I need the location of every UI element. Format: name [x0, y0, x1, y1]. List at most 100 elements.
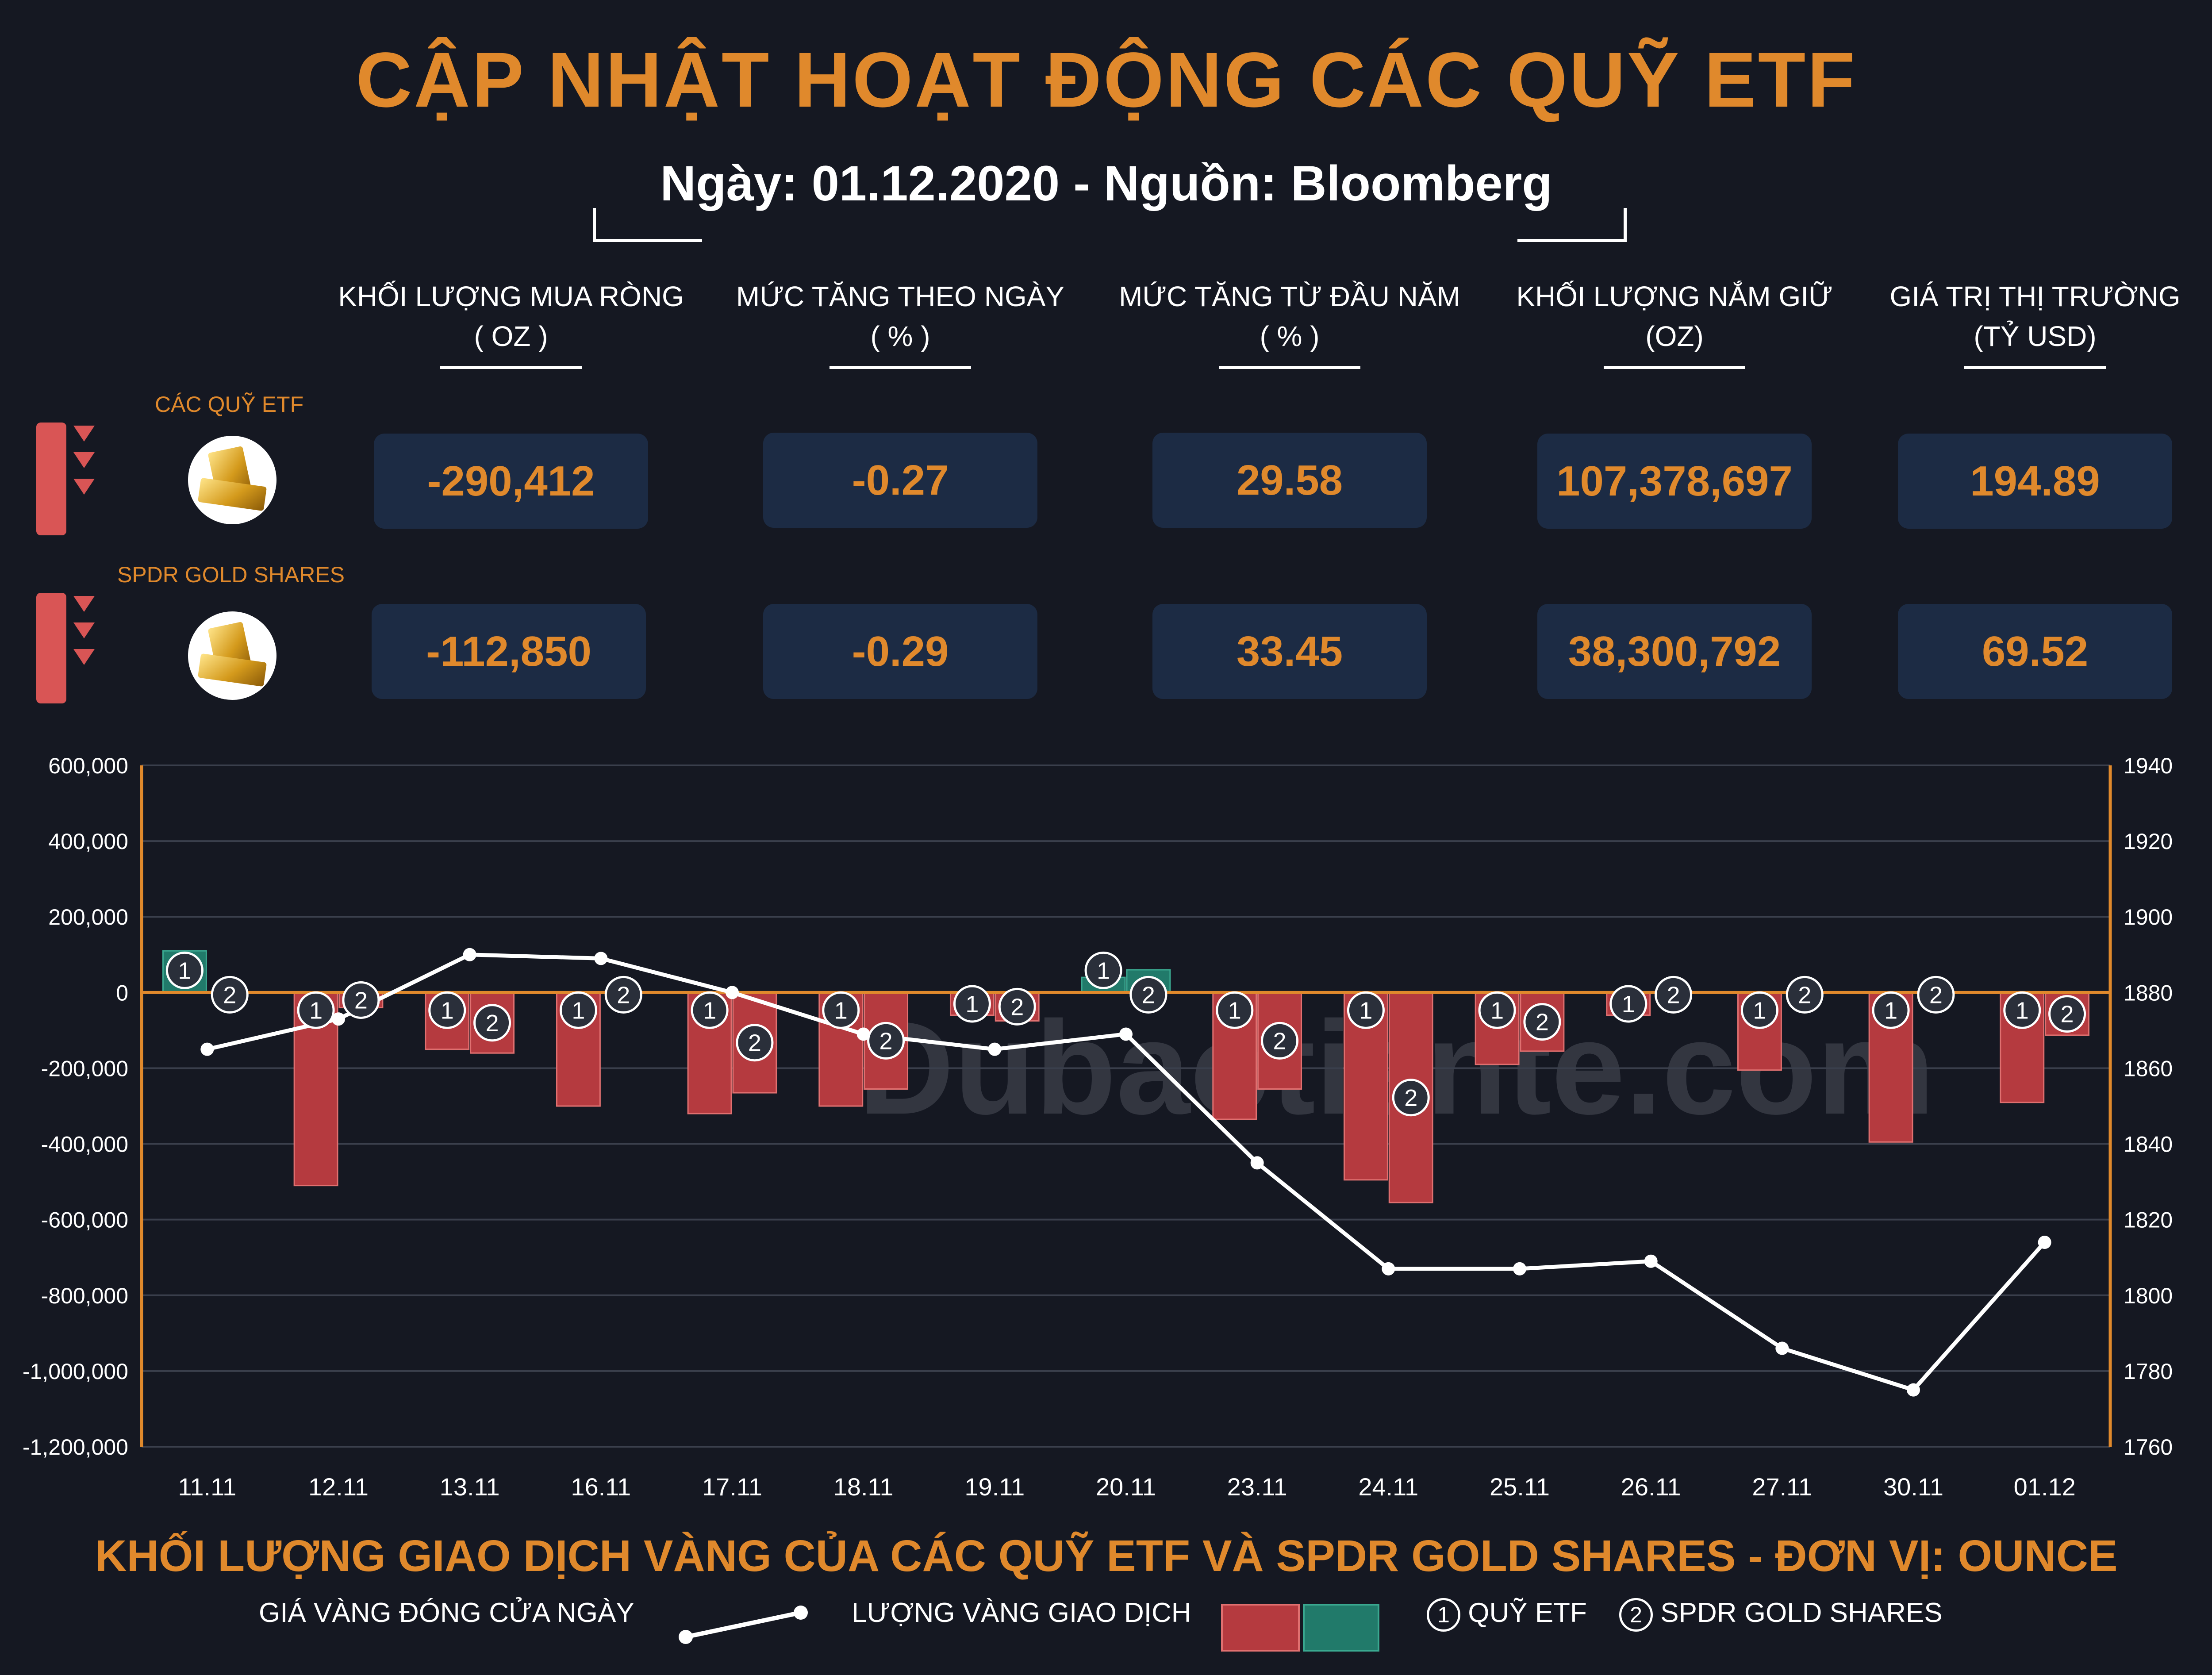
badge-label: 1 [834, 997, 848, 1024]
spdr-badge: 2 [998, 987, 1036, 1026]
badge-circle [2048, 995, 2086, 1033]
etf-badge: 1 [1084, 951, 1122, 989]
column-header-label: KHỐI LƯỢNG MUA RÒNG [338, 280, 684, 312]
y-right-tick-label: 1940 [2124, 753, 2173, 778]
badge-label: 2 [617, 982, 630, 1008]
spdr-badge: 2 [211, 976, 249, 1014]
column-header-ytd-change: MỨC TĂNG TỪ ĐẦU NĂM ( % ) [1091, 277, 1489, 369]
x-tick-label: 23.11 [1227, 1473, 1287, 1501]
badge-label: 2 [1404, 1085, 1417, 1111]
etf-badge: 1 [297, 991, 335, 1029]
etf-badge: 1 [2003, 991, 2041, 1029]
down-arrow-icon [73, 649, 95, 665]
x-tick-label: 16.11 [571, 1473, 631, 1501]
badge-circle [1084, 951, 1122, 989]
badge-circle [604, 976, 642, 1014]
badge-label: 2 [354, 987, 368, 1014]
subtitle-bracket-left [593, 208, 702, 242]
column-header-net-volume: KHỐI LƯỢNG MUA RÒNG ( OZ ) [312, 277, 710, 369]
etf-volume-chart: 600,000 400,000 200,000 0 -200,000 -400,000 -6… [23, 753, 2173, 1501]
badge-label: 2 [1798, 982, 1811, 1008]
column-header-underline [830, 366, 971, 369]
spdr-badge: 2 [1917, 976, 1955, 1014]
badge-circle [2003, 991, 2041, 1029]
badge-label: 1 [572, 997, 585, 1024]
column-header-underline [440, 366, 582, 369]
y-right-tick-label: 1840 [2124, 1132, 2173, 1157]
x-tick-label: 13.11 [440, 1473, 500, 1501]
etf-ytd-change-value: 29.58 [1152, 433, 1427, 528]
badge-label: 2 [1667, 982, 1680, 1008]
x-tick-label: 20.11 [1096, 1473, 1156, 1501]
page-subtitle: Ngày: 01.12.2020 - Nguồn: Bloomberg [660, 156, 1552, 211]
down-arrow-icon [73, 479, 95, 495]
badge-circle [342, 981, 380, 1019]
badge-label: 1 [1622, 991, 1635, 1018]
etf-badge: 1 [953, 985, 991, 1023]
y-right-tick-label: 1920 [2124, 829, 2173, 854]
price-point [1382, 1262, 1395, 1275]
y-left-tick-label: 200,000 [48, 905, 128, 930]
column-header-label: MỨC TĂNG THEO NGÀY [736, 280, 1065, 312]
number-one-icon: 1 [1427, 1598, 1460, 1632]
decrease-bar-icon [36, 423, 66, 535]
etf-holdings-value: 107,378,697 [1537, 434, 1812, 529]
gold-bar-icon [188, 611, 276, 700]
badge-circle [473, 1004, 511, 1042]
column-header-unit: ( % ) [870, 320, 930, 352]
y-left-tick-label: -200,000 [41, 1056, 128, 1081]
badge-circle [953, 985, 991, 1023]
etf-badge: 1 [559, 991, 597, 1029]
legend-etf-label: QUỸ ETF [1468, 1598, 1587, 1628]
x-tick-label: 12.11 [308, 1473, 369, 1501]
badge-label: 2 [1010, 994, 1024, 1020]
down-arrow-icon [73, 426, 95, 442]
x-tick-label: 24.11 [1358, 1473, 1418, 1501]
badge-label: 2 [1536, 1009, 1549, 1036]
price-point [856, 1027, 870, 1041]
spdr-badge: 2 [1261, 1022, 1299, 1060]
price-point [2038, 1236, 2051, 1249]
y-left-tick-label: -1,200,000 [23, 1435, 128, 1460]
spdr-badge: 2 [2048, 995, 2086, 1033]
badge-circle [998, 987, 1036, 1026]
etf-badge: 1 [428, 991, 466, 1029]
badge-circle [867, 1022, 905, 1060]
legend-spdr-label: SPDR GOLD SHARES [1660, 1598, 1943, 1628]
badge-label: 2 [1142, 982, 1155, 1008]
spdr-badge: 2 [1392, 1079, 1430, 1117]
column-header-label: GIÁ TRỊ THỊ TRƯỜNG [1889, 280, 2181, 312]
down-arrow-icon [73, 452, 95, 468]
y-right-tick-label: 1760 [2124, 1435, 2173, 1460]
etf-daily-change-value: -0.27 [763, 433, 1037, 528]
spdr-badge: 2 [604, 976, 642, 1014]
badge-label: 2 [748, 1030, 761, 1056]
spdr-badge: 2 [867, 1022, 905, 1060]
badge-label: 1 [703, 997, 716, 1024]
y-left-tick-label: 400,000 [48, 829, 128, 854]
x-tick-label: 01.12 [2014, 1473, 2076, 1501]
spdr-holdings-value: 38,300,792 [1537, 604, 1812, 699]
legend-spdr: 2 SPDR GOLD SHARES [1619, 1597, 1943, 1632]
etf-badge: 1 [1216, 991, 1254, 1029]
price-point [463, 948, 476, 961]
number-two-icon: 2 [1619, 1598, 1653, 1632]
y-left-tick-label: 0 [116, 980, 128, 1005]
y-left-tick-label: 600,000 [48, 753, 128, 778]
gold-bar-icon [188, 436, 276, 524]
badge-circle [1129, 976, 1167, 1014]
spdr-market-value-value: 69.52 [1898, 604, 2172, 699]
badge-label: 1 [1490, 997, 1504, 1024]
y-right-tick-label: 1900 [2124, 905, 2173, 930]
y-right-tick-label: 1860 [2124, 1056, 2173, 1081]
badge-label: 2 [223, 982, 236, 1008]
row-label-spdr: SPDR GOLD SHARES [117, 562, 345, 587]
badge-label: 1 [1097, 957, 1110, 984]
etf-net-volume-value: -290,412 [374, 434, 648, 529]
y-right-tick-label: 1820 [2124, 1208, 2173, 1233]
badge-circle [559, 991, 597, 1029]
badge-circle [1740, 991, 1778, 1029]
x-tick-label: 27.11 [1752, 1473, 1812, 1501]
x-tick-label: 26.11 [1621, 1473, 1681, 1501]
y-left-tick-label: -600,000 [41, 1208, 128, 1233]
